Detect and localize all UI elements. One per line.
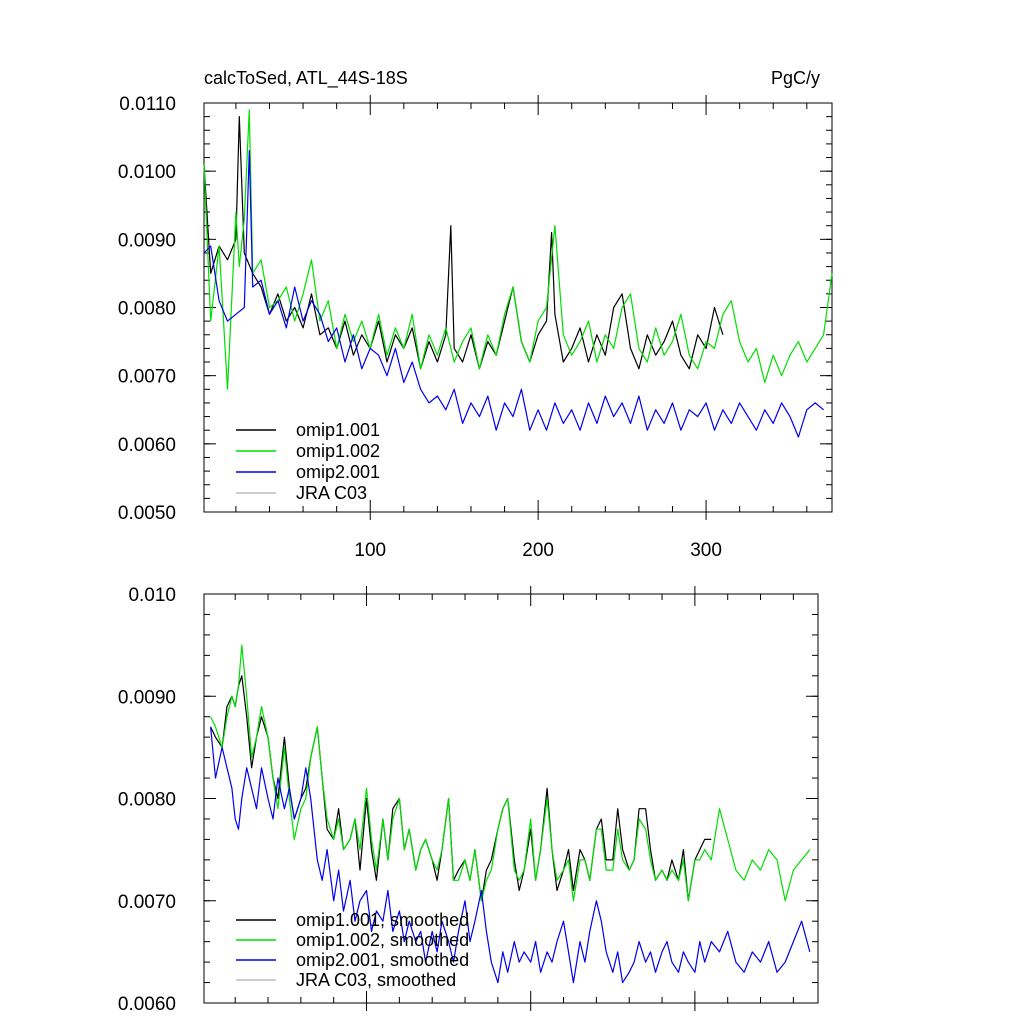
y-tick-label: 0.0050	[118, 503, 176, 524]
chart-units: PgC/y	[771, 68, 820, 88]
bottom-panel: 0.0060 0.0070 0.0080 0.0090 0.010 omip1.001, …	[118, 585, 819, 1015]
y-tick-label: 0.0090	[118, 687, 176, 708]
x-tick-label: 300	[690, 540, 722, 561]
y-tick-label: 0.0110	[119, 94, 176, 115]
y-tick-label: 0.0100	[118, 162, 176, 183]
legend-label: JRA C03	[296, 483, 367, 503]
series-line-0	[210, 675, 712, 902]
y-tick-label: 0.0060	[118, 994, 176, 1015]
legend-label: omip1.001	[296, 420, 380, 440]
y-tick-label: 0.0080	[118, 790, 176, 811]
series-line-2	[210, 726, 811, 984]
legend-label: omip1.001, smoothed	[296, 910, 469, 930]
x-tick-label: 200	[522, 540, 554, 561]
chart-title: calcToSed, ATL_44S-18S	[204, 68, 408, 89]
legend-label: omip1.002	[296, 441, 380, 461]
top-panel: calcToSed, ATL_44S-18S PgC/y 0.0050 0.0060 0…	[118, 68, 833, 561]
y-tick-label: 0.0070	[118, 892, 176, 913]
y-tick-label: 0.0080	[118, 299, 176, 320]
series-line-1	[210, 644, 811, 902]
series-line-1	[203, 109, 833, 390]
y-tick-label: 0.010	[128, 585, 176, 606]
series-line-2	[203, 150, 824, 438]
series-line-0	[203, 115, 724, 370]
legend-label: omip2.001, smoothed	[296, 950, 469, 970]
legend-label: omip2.001	[296, 462, 380, 482]
y-tick-label: 0.0060	[118, 435, 176, 456]
y-tick-label: 0.0070	[118, 367, 176, 388]
legend-label: JRA C03, smoothed	[296, 970, 456, 990]
x-tick-label: 100	[354, 540, 386, 561]
y-tick-label: 0.0090	[118, 230, 176, 251]
legend-label: omip1.002, smoothed	[296, 930, 469, 950]
